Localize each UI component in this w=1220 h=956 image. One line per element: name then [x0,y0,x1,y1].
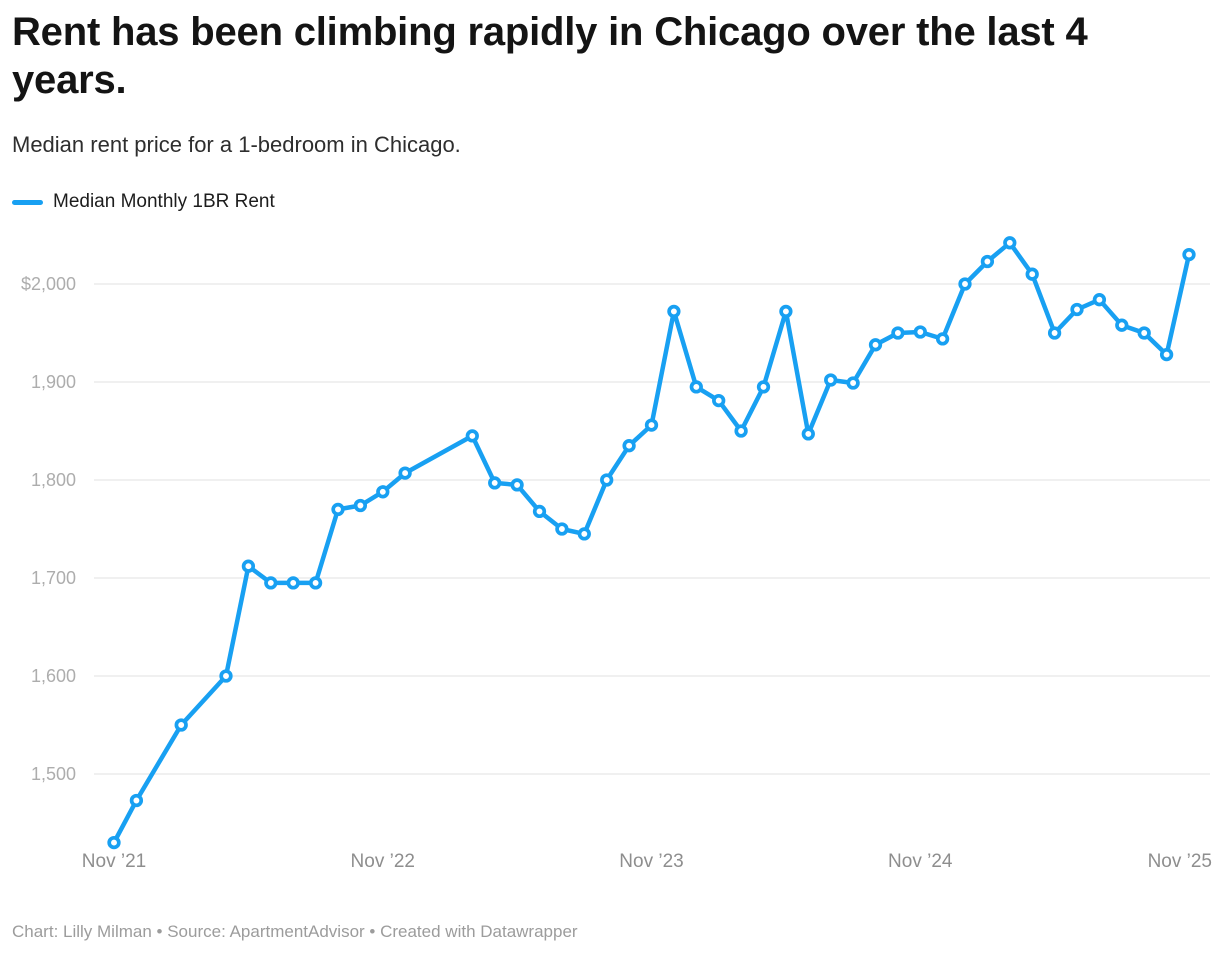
data-point[interactable] [734,424,748,438]
chart-footer-credits: Chart: Lilly Milman • Source: ApartmentA… [12,922,578,941]
data-point[interactable] [1092,293,1107,307]
data-point[interactable] [241,559,256,573]
data-point[interactable] [644,418,659,432]
data-point[interactable] [891,326,905,340]
data-point[interactable] [1047,326,1062,340]
legend: Median Monthly 1BR Rent [12,191,275,213]
data-point[interactable] [980,254,995,269]
data-point[interactable] [465,429,479,443]
x-tick-label: Nov ’22 [351,851,415,872]
y-tick-label: 1,800 [31,470,76,490]
data-point[interactable] [846,376,860,390]
x-tick-label: Nov ’24 [888,851,953,872]
y-tick-label: 1,500 [31,764,76,784]
line-chart-svg: $2,000 1,900 1,800 1,700 1,600 1,500 Nov ’21 No… [21,236,1212,872]
data-point[interactable] [376,485,390,499]
data-point[interactable] [219,669,233,683]
legend-line-swatch-icon [12,199,43,205]
data-point[interactable] [129,793,144,808]
data-point[interactable] [1003,236,1017,250]
y-tick-label: 1,600 [31,666,76,686]
data-point[interactable] [756,380,771,394]
data-point[interactable] [308,576,323,590]
data-point[interactable] [712,393,726,408]
data-point[interactable] [174,718,188,732]
data-point[interactable] [824,373,838,387]
data-point[interactable] [331,502,345,517]
data-point[interactable] [779,304,793,319]
data-point[interactable] [510,478,524,492]
data-point[interactable] [1115,318,1129,332]
data-point[interactable] [555,522,569,536]
data-point[interactable] [1159,347,1174,362]
data-point[interactable] [398,466,412,480]
data-point[interactable] [689,380,703,394]
data-point[interactable] [935,332,950,346]
data-point[interactable] [488,476,502,490]
x-tick-label: Nov ’23 [619,851,683,872]
y-tick-label: 1,700 [31,568,76,588]
data-point[interactable] [264,576,278,590]
data-point[interactable] [622,439,636,453]
page-title: Rent has been climbing rapidly in Chicag… [12,10,1088,102]
data-point[interactable] [1070,302,1084,317]
data-point[interactable] [1182,247,1196,262]
x-tick-label: Nov ’25 [1148,851,1212,872]
data-point[interactable] [958,277,972,291]
data-point[interactable] [913,325,927,339]
x-tick-label: Nov ’21 [82,851,146,872]
series-line [111,240,1192,845]
data-point[interactable] [107,835,121,850]
data-point[interactable] [353,498,368,513]
data-point[interactable] [1137,326,1151,340]
chart-subtitle: Median rent price for a 1-bedroom in Chi… [12,132,461,157]
data-point[interactable] [600,473,614,487]
data-point[interactable] [667,304,681,319]
data-point[interactable] [532,504,547,519]
legend-label: Median Monthly 1BR Rent [53,191,275,212]
data-point[interactable] [1025,267,1039,281]
y-tick-label: $2,000 [21,274,76,294]
data-point[interactable] [868,338,883,352]
data-point[interactable] [577,527,591,541]
data-point[interactable] [286,576,300,590]
data-point[interactable] [801,427,815,441]
y-tick-label: 1,900 [31,372,76,392]
